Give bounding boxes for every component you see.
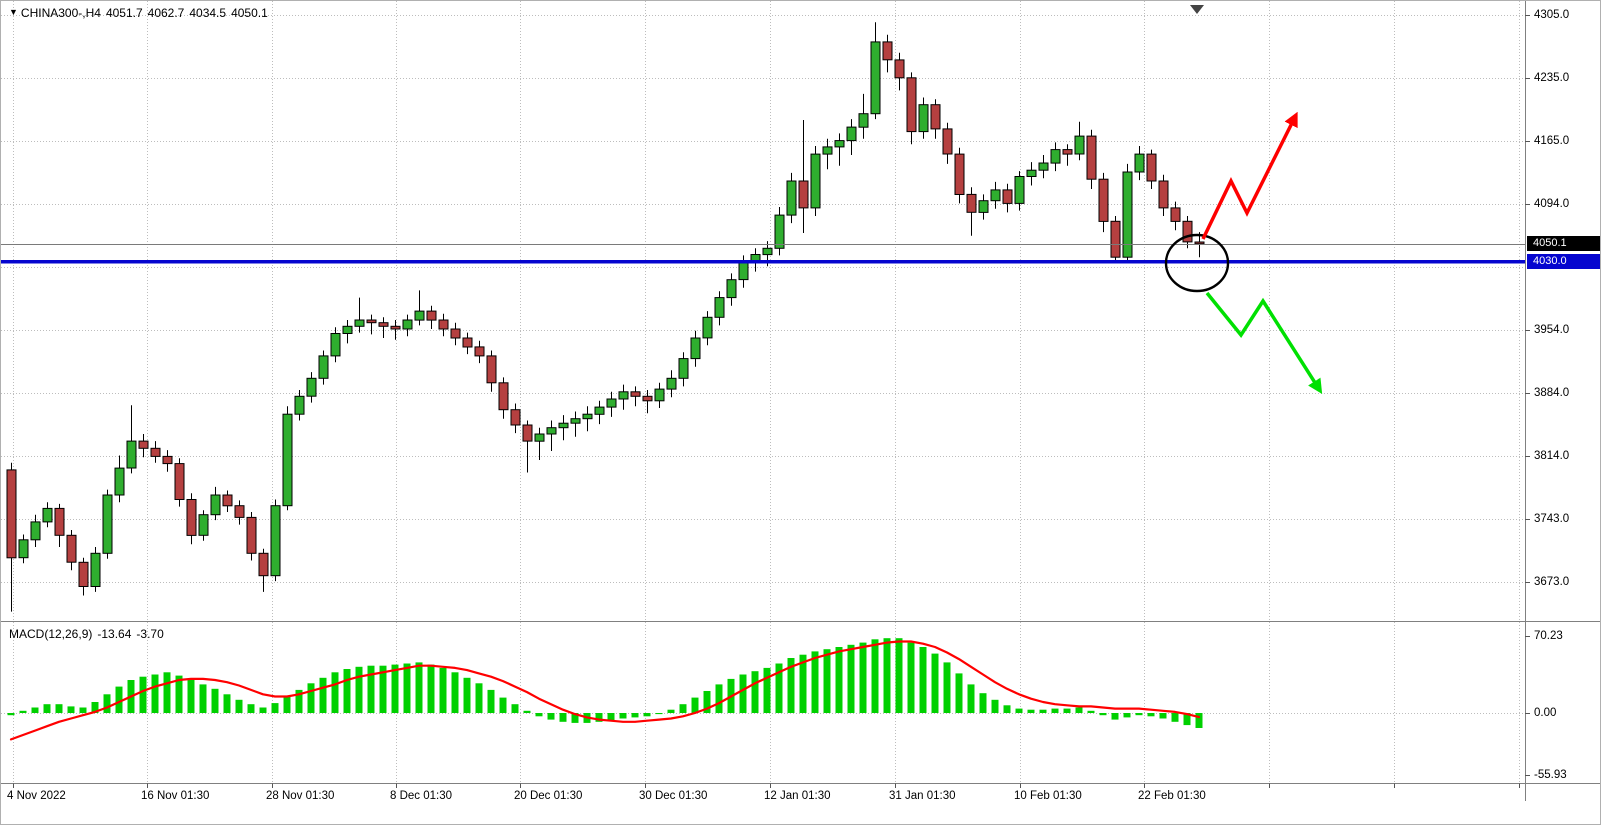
low-value: 4034.5	[189, 6, 227, 20]
chart-ohlc-header: ▼ CHINA300-,H4 4051.7 4062.7 4034.5 4050.1	[9, 6, 273, 20]
macd-signal-value: -3.70	[136, 627, 164, 641]
price-axis-label: 3954.0	[1534, 324, 1570, 336]
grid	[1, 1, 1525, 783]
time-axis-label: 22 Feb 01:30	[1138, 790, 1206, 802]
highlight-circle[interactable]	[1164, 233, 1230, 293]
symbol-dropdown-icon[interactable]: ▼	[9, 7, 18, 17]
time-axis-label: 10 Feb 01:30	[1014, 790, 1082, 802]
price-axis-label: 3884.0	[1534, 387, 1570, 399]
hline-price-badge: 4030.0	[1527, 254, 1600, 269]
time-axis-label: 28 Nov 01:30	[266, 790, 335, 802]
macd-axis-label: 0.00	[1534, 707, 1557, 719]
macd-main-value: -13.64	[97, 627, 132, 641]
price-axis-label: 3743.0	[1534, 513, 1570, 525]
macd-indicator-label: MACD(12,26,9) -13.64 -3.70	[9, 627, 169, 641]
time-axis-label: 31 Jan 01:30	[889, 790, 956, 802]
price-axis-label: 4094.0	[1534, 198, 1570, 210]
bid-price-badge: 4050.1	[1527, 236, 1600, 251]
time-axis-label: 30 Dec 01:30	[639, 790, 708, 802]
macd-axis-label: -55.93	[1534, 769, 1567, 781]
price-axis-label: 3673.0	[1534, 576, 1570, 588]
bullish-scenario-arrow[interactable]	[1201, 111, 1298, 240]
close-value: 4050.1	[231, 6, 268, 20]
time-axis-label: 4 Nov 2022	[7, 790, 66, 802]
candles	[6, 22, 1205, 612]
macd-name: MACD(12,26,9)	[9, 627, 93, 641]
price-axis-label: 4165.0	[1534, 135, 1570, 147]
symbol-period-label: CHINA300-,H4	[20, 6, 101, 20]
macd-signal-line	[9, 640, 1201, 741]
time-axis-label: 20 Dec 01:30	[514, 790, 583, 802]
macd-axis-label: 70.23	[1534, 630, 1563, 642]
macd-histogram	[7, 638, 1203, 729]
price-axis-label: 4305.0	[1534, 9, 1570, 21]
time-axis-label: 16 Nov 01:30	[141, 790, 210, 802]
price-axis-label: 3814.0	[1534, 450, 1570, 462]
time-axis-label: 8 Dec 01:30	[390, 790, 453, 802]
time-axis-label: 12 Jan 01:30	[764, 790, 831, 802]
open-value: 4051.7	[105, 6, 143, 20]
bearish-scenario-arrow[interactable]	[1205, 291, 1323, 394]
price-axis-label: 4235.0	[1534, 72, 1570, 84]
high-value: 4062.7	[147, 6, 185, 20]
chart-shift-marker-icon[interactable]	[1190, 5, 1204, 14]
